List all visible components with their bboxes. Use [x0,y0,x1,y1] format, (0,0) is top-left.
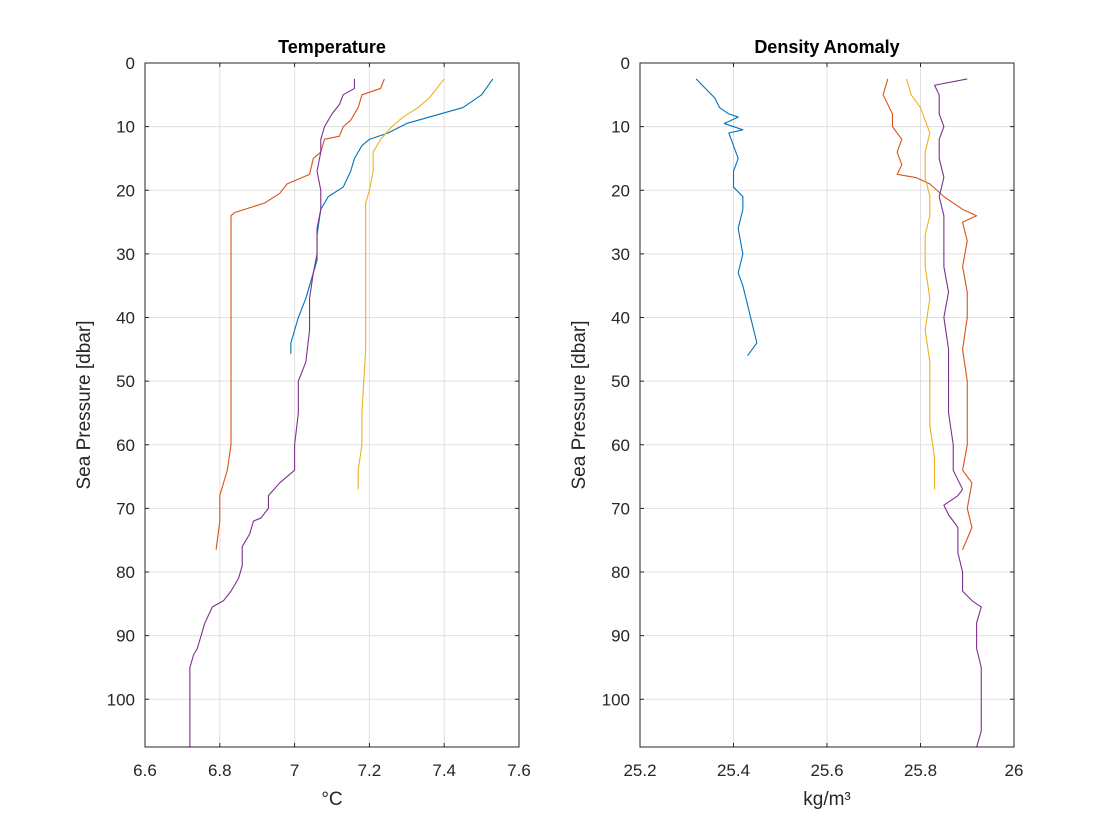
x-tick-label: 7.2 [358,761,382,780]
y-tick-label: 20 [116,181,135,200]
series-line-orange [882,78,978,550]
y-tick-label: 80 [116,563,135,582]
y-tick-label: 0 [126,54,135,73]
plot-area [145,63,519,747]
y-tick-label: 100 [602,690,630,709]
x-tick-label: 7.4 [432,761,456,780]
y-tick-label: 100 [107,690,135,709]
y-tick-label: 30 [611,245,630,264]
y-tick-label: 30 [116,245,135,264]
y-tick-label: 80 [611,563,630,582]
y-tick-label: 10 [116,118,135,137]
series-line-orange [215,78,385,550]
y-tick-label: 10 [611,118,630,137]
x-tick-label: 6.8 [208,761,232,780]
x-tick-label: 7 [290,761,299,780]
chart-title: Density Anomaly [754,37,899,57]
series-line-blue [695,78,758,357]
x-tick-label: 26 [1005,761,1024,780]
y-tick-label: 70 [611,499,630,518]
y-tick-label: 70 [116,499,135,518]
y-tick-label: 20 [611,181,630,200]
x-axis-label: kg/m³ [803,789,851,810]
axes-box [144,62,520,748]
x-tick-label: 25.8 [904,761,937,780]
x-tick-label: 6.6 [133,761,157,780]
series-line-blue [290,78,494,354]
chart-panel-1: 6.6 6.8 7 7.2 7.4 7.6 0 10 20 30 40 50 60 70 80 90 100 Te… [74,37,531,810]
x-tick-label: 25.6 [810,761,843,780]
x-tick-label: 7.6 [507,761,531,780]
y-tick-label: 90 [116,627,135,646]
series-line-yellow [905,78,936,490]
y-tick-label: 50 [116,372,135,391]
series-line-purple [189,78,355,747]
series-line-purple [933,78,982,748]
y-axis-label: Sea Pressure [dbar] [74,321,95,490]
y-axis-label: Sea Pressure [dbar] [569,321,590,490]
x-tick-label: 25.2 [623,761,656,780]
x-axis-label: °C [321,789,342,810]
x-tick-label: 25.4 [717,761,750,780]
y-tick-label: 40 [611,309,630,328]
y-tick-label: 0 [621,54,630,73]
chart-panel-2: 25.2 25.4 25.6 25.8 26 0 10 20 30 40 50 60 70 80 90 100… [569,37,1023,810]
series-line-yellow [357,78,445,490]
chart-title: Temperature [278,37,386,57]
y-tick-label: 60 [116,436,135,455]
y-tick-label: 90 [611,627,630,646]
y-tick-label: 50 [611,372,630,391]
y-tick-label: 60 [611,436,630,455]
y-tick-label: 40 [116,309,135,328]
